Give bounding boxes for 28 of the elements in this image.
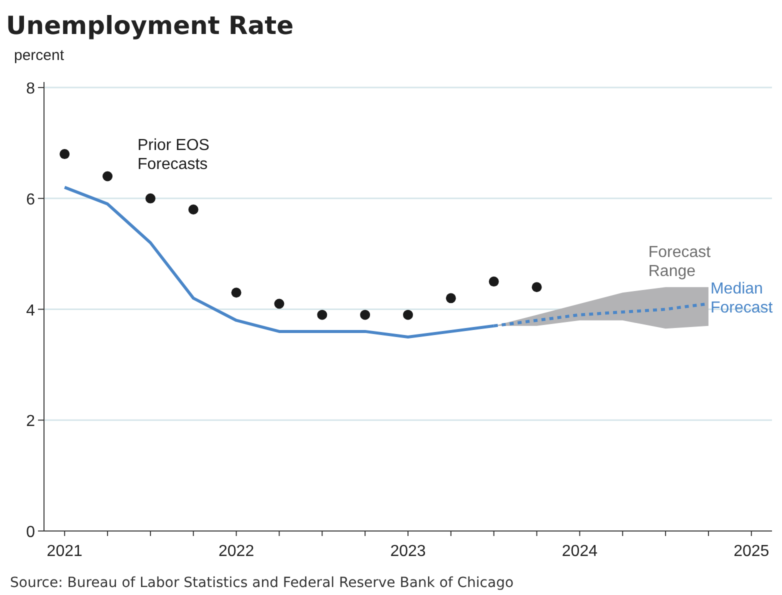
series-label: Median Forecast (710, 280, 774, 317)
point (274, 298, 284, 309)
series-label: Prior EOS Forecasts (137, 137, 210, 174)
y-axis-title: percent (14, 47, 65, 64)
point (488, 276, 499, 287)
y-tick-label: 0 (26, 524, 36, 541)
point (446, 293, 456, 304)
source-note: Source: Bureau of Labor Statistics and Federal Reserve Bank of Chicago (10, 575, 514, 591)
point (145, 193, 156, 204)
point (60, 149, 70, 160)
x-tick-label: 2021 (46, 543, 82, 560)
point (360, 310, 370, 320)
annotation: Forecast Range (648, 244, 712, 280)
x-tick-label: 2025 (734, 543, 770, 560)
point (102, 171, 113, 182)
x-tick-label: 2024 (562, 543, 598, 560)
y-tick-label: 2 (26, 413, 36, 430)
y-tick-label: 8 (26, 80, 36, 98)
x-tick-label: 2023 (390, 543, 426, 560)
y-tick-label: 4 (26, 302, 36, 320)
point (403, 310, 413, 320)
x-tick-label: 2022 (218, 543, 254, 560)
chart-title: Unemployment Rate (6, 11, 294, 40)
point (188, 204, 198, 214)
point (231, 288, 242, 298)
point (317, 310, 328, 320)
y-tick-label: 6 (26, 191, 36, 208)
point (532, 282, 542, 292)
